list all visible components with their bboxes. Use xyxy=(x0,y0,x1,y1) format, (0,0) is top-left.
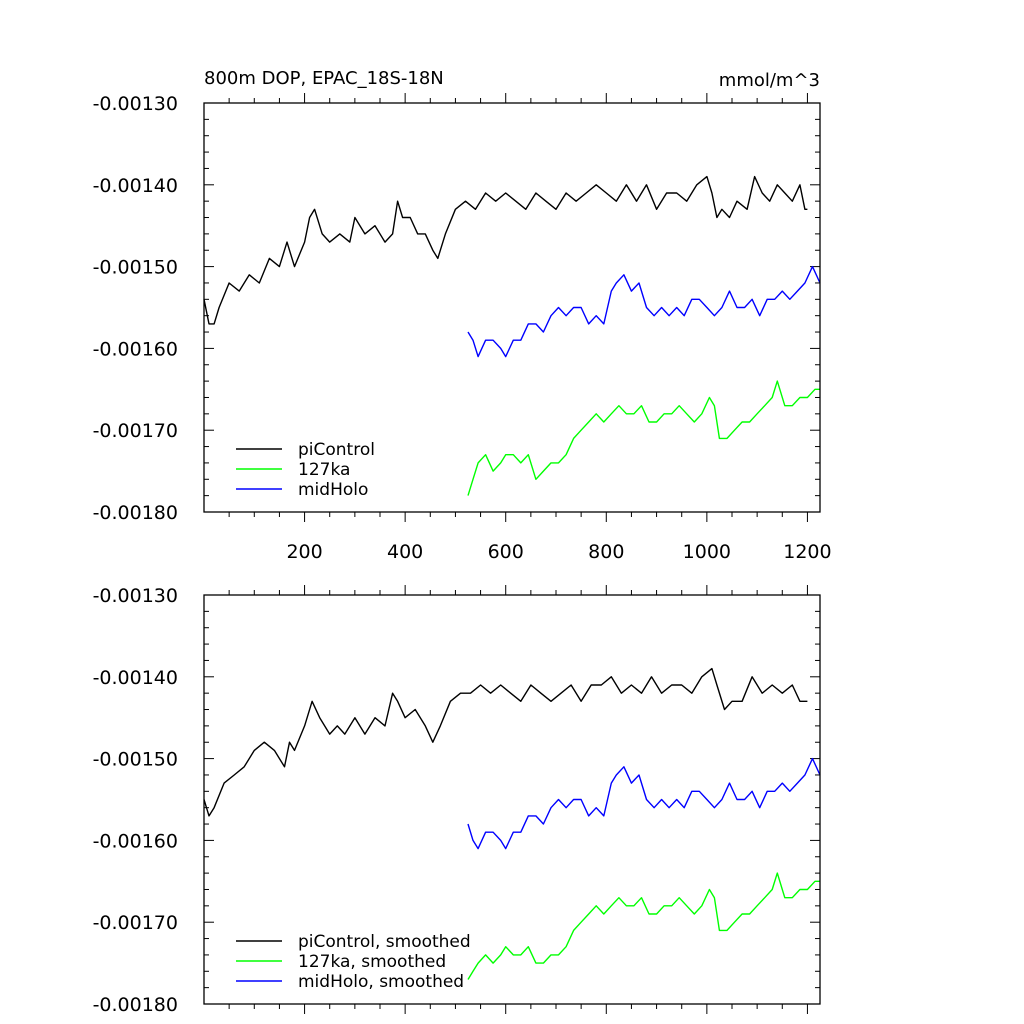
legend-label: midHolo xyxy=(298,480,368,500)
y-tick-label: -0.00150 xyxy=(93,257,178,279)
x-tick-label: 1200 xyxy=(783,541,831,563)
legend-label: 127ka xyxy=(298,460,350,480)
series-line xyxy=(203,175,808,325)
x-tick-label: 800 xyxy=(588,541,624,563)
y-tick-label: -0.00140 xyxy=(93,175,178,197)
y-tick-label: -0.00180 xyxy=(93,502,178,524)
legend-label: midHolo, smoothed xyxy=(298,972,464,992)
series-line xyxy=(467,757,821,850)
y-tick-label: -0.00150 xyxy=(93,749,178,771)
x-axis-labels: 200 400 600 800 1000 1200 xyxy=(286,541,831,563)
y-tick-label: -0.00170 xyxy=(93,912,178,934)
y-tick-label: -0.00160 xyxy=(93,830,178,852)
x-tick-label: 600 xyxy=(488,541,524,563)
chart-title-left: 800m DOP, EPAC_18S-18N xyxy=(204,68,444,89)
y-axis-labels: -0.00130 -0.00140 -0.00150 -0.00160 -0.00170… xyxy=(93,585,178,1016)
chart-panel-bottom: -0.00130 -0.00140 -0.00150 -0.00160 -0.00170… xyxy=(93,585,821,1016)
y-tick-label: -0.00170 xyxy=(93,420,178,442)
plot-frame xyxy=(203,594,821,1005)
x-tick-label: 400 xyxy=(387,541,423,563)
y-tick-label: -0.00180 xyxy=(93,994,178,1016)
series-line xyxy=(467,265,821,358)
legend-label: piControl xyxy=(298,440,375,460)
x-tick-label: 1000 xyxy=(683,541,731,563)
series-line xyxy=(467,872,820,980)
y-tick-label: -0.00160 xyxy=(93,338,178,360)
legend-label: 127ka, smoothed xyxy=(298,952,446,972)
chart-panel-top: 800m DOP, EPAC_18S-18N mmol/m^3 200 400 60… xyxy=(93,68,832,563)
plot-frame xyxy=(203,102,821,513)
plot-lines xyxy=(203,175,821,496)
y-tick-label: -0.00130 xyxy=(93,585,178,607)
series-line xyxy=(467,380,820,496)
y-tick-label: -0.00140 xyxy=(93,667,178,689)
series-line xyxy=(203,667,808,817)
plot-lines xyxy=(203,667,821,980)
y-axis-labels: -0.00130 -0.00140 -0.00150 -0.00160 -0.00170… xyxy=(93,93,178,524)
y-tick-label: -0.00130 xyxy=(93,93,178,115)
x-tick-label: 200 xyxy=(286,541,322,563)
chart-units-label: mmol/m^3 xyxy=(719,70,820,91)
legend-label: piControl, smoothed xyxy=(298,932,471,952)
axis-ticks xyxy=(204,93,820,522)
axis-ticks xyxy=(204,585,820,1014)
